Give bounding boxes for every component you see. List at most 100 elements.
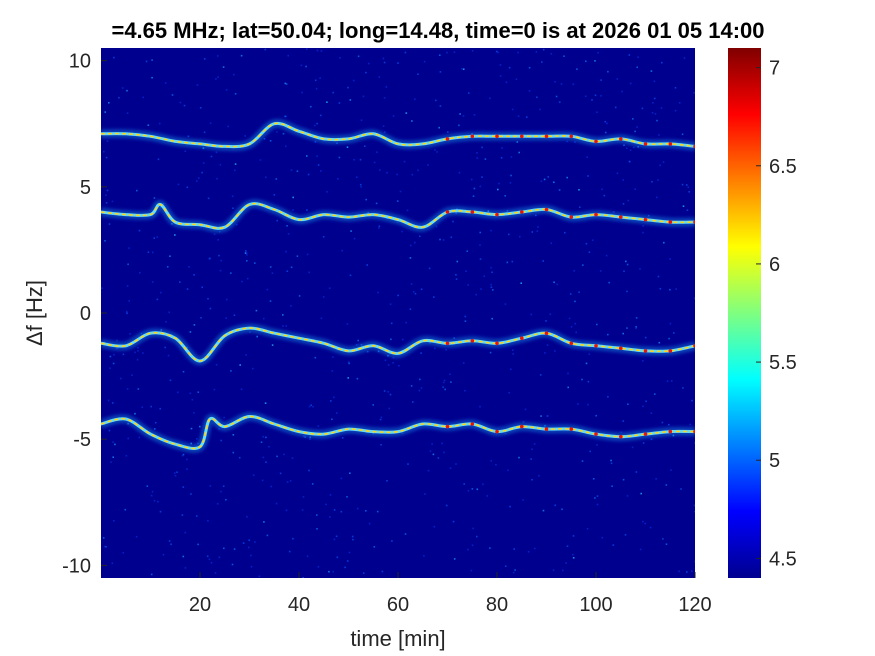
noise-speckle [490,286,493,288]
noise-speckle [663,241,665,244]
trace-point [569,215,574,219]
noise-speckle [670,469,672,471]
noise-speckle [196,438,198,440]
noise-speckle [344,566,346,569]
noise-speckle [552,569,555,571]
noise-speckle [389,393,392,396]
noise-speckle [213,233,216,236]
noise-speckle [319,77,321,79]
noise-speckle [316,155,318,157]
noise-speckle [216,55,219,57]
noise-speckle [543,178,546,181]
noise-speckle [572,554,574,556]
noise-speckle [301,509,304,511]
noise-speckle [118,96,120,99]
noise-speckle [578,189,580,191]
noise-speckle [466,250,469,252]
noise-speckle [125,455,128,457]
noise-speckle [131,374,133,377]
noise-speckle [650,412,653,414]
noise-speckle [386,171,388,174]
noise-speckle [186,186,189,189]
noise-speckle [153,197,156,199]
noise-speckle [510,368,512,371]
noise-speckle [196,84,199,86]
noise-speckle [542,48,545,51]
noise-speckle [596,495,599,497]
noise-speckle [159,407,161,410]
noise-speckle [234,169,236,172]
doppler-trace [101,199,695,233]
noise-speckle [633,146,635,149]
noise-speckle [142,96,144,99]
noise-speckle [407,463,409,465]
noise-speckle [356,176,358,178]
noise-speckle [420,352,422,354]
noise-speckle [626,495,629,497]
noise-speckle [139,271,141,274]
noise-speckle [542,260,544,262]
noise-speckle [650,70,653,72]
noise-speckle [107,399,110,402]
noise-speckle [693,297,695,300]
noise-speckle [476,488,479,491]
noise-speckle [512,571,515,574]
noise-speckle [349,274,352,277]
noise-speckle [158,122,161,125]
noise-speckle [530,458,532,460]
noise-speckle [508,391,510,394]
noise-speckle [275,178,278,180]
noise-speckle [531,448,533,450]
noise-speckle [248,539,250,541]
noise-speckle [340,477,343,480]
noise-speckle [232,451,235,454]
noise-speckle [231,195,234,198]
noise-speckle [414,292,417,295]
noise-speckle [654,393,656,395]
noise-speckle [628,54,631,56]
noise-speckle [215,364,218,366]
noise-speckle [218,556,221,559]
noise-speckle [380,416,383,419]
colorbar-tick-label: 5.5 [769,352,797,374]
noise-speckle [322,296,325,298]
noise-speckle [659,287,662,290]
noise-speckle [604,131,607,134]
noise-speckle [122,353,125,356]
noise-speckle [179,281,181,283]
noise-speckle [306,155,308,157]
noise-speckle [315,87,318,90]
noise-speckle [470,178,473,181]
noise-speckle [182,486,185,488]
doppler-trace [101,412,695,453]
noise-speckle [509,182,512,184]
noise-speckle [110,461,112,463]
noise-speckle [553,181,555,184]
noise-speckle [179,101,182,104]
y-tick-label: 10 [69,51,91,73]
noise-speckle [538,474,540,477]
noise-speckle [546,415,549,417]
noise-speckle [317,425,320,427]
noise-speckle [316,49,319,52]
trace-point [594,212,598,217]
noise-speckle [612,544,615,546]
noise-speckle [290,169,293,171]
noise-speckle [193,412,195,414]
noise-speckle [626,327,628,329]
noise-speckle [504,565,507,567]
noise-speckle [265,461,267,463]
noise-speckle [203,58,206,60]
noise-speckle [433,525,436,528]
noise-speckle [282,325,284,327]
noise-speckle [174,472,176,474]
noise-speckle [207,297,209,300]
noise-speckle [499,75,502,77]
noise-speckle [498,182,500,185]
noise-speckle [453,558,456,560]
noise-speckle [541,61,543,63]
noise-speckle [680,488,682,490]
noise-speckle [328,287,331,289]
noise-speckle [169,379,172,382]
noise-speckle [566,176,568,179]
